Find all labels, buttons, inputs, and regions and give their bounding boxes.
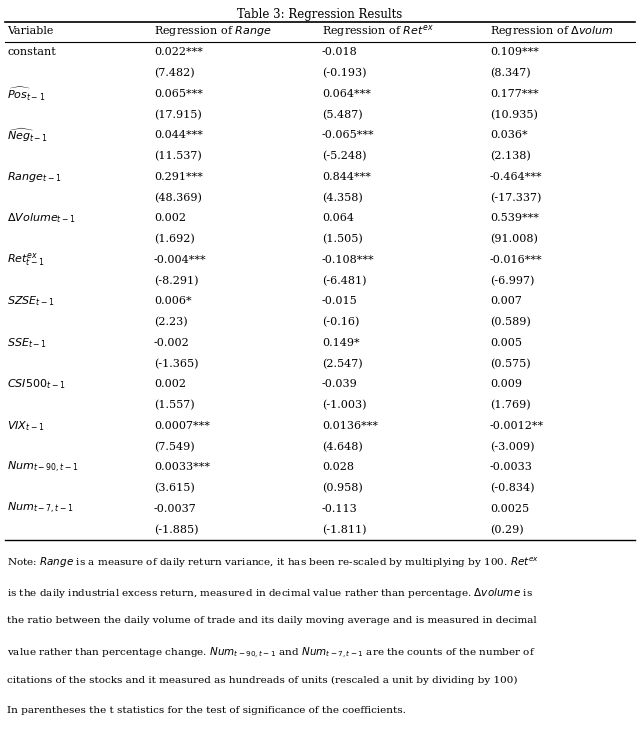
Text: (48.369): (48.369) — [154, 192, 202, 203]
Text: $\widehat{Neg}_{t-1}$: $\widehat{Neg}_{t-1}$ — [7, 127, 48, 145]
Text: 0.002: 0.002 — [154, 213, 186, 223]
Text: (0.575): (0.575) — [490, 359, 531, 369]
Text: (11.537): (11.537) — [154, 151, 202, 161]
Text: -0.0033: -0.0033 — [490, 462, 533, 473]
Text: (1.692): (1.692) — [154, 234, 195, 244]
Text: $\mathit{SSE}_{t-1}$: $\mathit{SSE}_{t-1}$ — [7, 336, 47, 350]
Text: (7.482): (7.482) — [154, 68, 195, 79]
Text: -0.004***: -0.004*** — [154, 255, 207, 265]
Text: 0.109***: 0.109*** — [490, 47, 539, 58]
Text: -0.015: -0.015 — [322, 297, 358, 306]
Text: constant: constant — [7, 47, 56, 58]
Text: (-0.193): (-0.193) — [322, 68, 367, 79]
Text: is the daily industrial excess return, measured in decimal value rather than per: is the daily industrial excess return, m… — [7, 586, 533, 600]
Text: Regression of $\Delta volum$: Regression of $\Delta volum$ — [490, 24, 614, 38]
Text: -0.0012**: -0.0012** — [490, 421, 544, 431]
Text: -0.0037: -0.0037 — [154, 504, 196, 514]
Text: 0.044***: 0.044*** — [154, 130, 203, 140]
Text: -0.065***: -0.065*** — [322, 130, 374, 140]
Text: (-1.003): (-1.003) — [322, 400, 367, 410]
Text: $\mathit{Ret}^{ex}_{t-1}$: $\mathit{Ret}^{ex}_{t-1}$ — [7, 252, 45, 268]
Text: 0.0136***: 0.0136*** — [322, 421, 378, 431]
Text: 0.036*: 0.036* — [490, 130, 527, 140]
Text: 0.065***: 0.065*** — [154, 89, 203, 99]
Text: 0.0007***: 0.0007*** — [154, 421, 210, 431]
Text: Note: $\mathit{Range}$ is a measure of daily return variance, it has been re-sca: Note: $\mathit{Range}$ is a measure of d… — [7, 556, 540, 571]
Text: (4.648): (4.648) — [322, 441, 363, 452]
Text: $\widehat{Pos}_{t-1}$: $\widehat{Pos}_{t-1}$ — [7, 85, 45, 103]
Text: Table 3: Regression Results: Table 3: Regression Results — [237, 8, 403, 21]
Text: (0.958): (0.958) — [322, 483, 363, 494]
Text: (1.557): (1.557) — [154, 400, 195, 410]
Text: -0.464***: -0.464*** — [490, 172, 543, 182]
Text: (-1.811): (-1.811) — [322, 524, 367, 535]
Text: In parentheses the t statistics for the test of significance of the coefficients: In parentheses the t statistics for the … — [7, 706, 406, 715]
Text: -0.018: -0.018 — [322, 47, 358, 58]
Text: -0.002: -0.002 — [154, 338, 189, 348]
Text: Variable: Variable — [7, 26, 53, 36]
Text: 0.291***: 0.291*** — [154, 172, 203, 182]
Text: 0.007: 0.007 — [490, 297, 522, 306]
Text: 0.844***: 0.844*** — [322, 172, 371, 182]
Text: Regression of $\mathit{Range}$: Regression of $\mathit{Range}$ — [154, 24, 272, 38]
Text: the ratio between the daily volume of trade and its daily moving average and is : the ratio between the daily volume of tr… — [7, 616, 537, 625]
Text: 0.064: 0.064 — [322, 213, 354, 223]
Text: (2.547): (2.547) — [322, 359, 363, 369]
Text: 0.009: 0.009 — [490, 380, 522, 389]
Text: (8.347): (8.347) — [490, 68, 531, 79]
Text: $\mathit{SZSE}_{t-1}$: $\mathit{SZSE}_{t-1}$ — [7, 294, 54, 309]
Text: (3.615): (3.615) — [154, 483, 195, 494]
Text: (1.769): (1.769) — [490, 400, 531, 410]
Text: $\mathit{VIX}_{t-1}$: $\mathit{VIX}_{t-1}$ — [7, 419, 44, 433]
Text: (4.358): (4.358) — [322, 192, 363, 203]
Text: (10.935): (10.935) — [490, 109, 538, 120]
Text: 0.002: 0.002 — [154, 380, 186, 389]
Text: 0.0025: 0.0025 — [490, 504, 529, 514]
Text: 0.005: 0.005 — [490, 338, 522, 348]
Text: 0.006*: 0.006* — [154, 297, 191, 306]
Text: -0.016***: -0.016*** — [490, 255, 543, 265]
Text: (-8.291): (-8.291) — [154, 276, 198, 286]
Text: 0.0033***: 0.0033*** — [154, 462, 210, 473]
Text: (2.23): (2.23) — [154, 317, 188, 327]
Text: -0.039: -0.039 — [322, 380, 358, 389]
Text: (-5.248): (-5.248) — [322, 151, 367, 161]
Text: 0.028: 0.028 — [322, 462, 354, 473]
Text: 0.177***: 0.177*** — [490, 89, 539, 99]
Text: (-6.997): (-6.997) — [490, 276, 534, 286]
Text: $\mathit{Num}_{t-90,t-1}$: $\mathit{Num}_{t-90,t-1}$ — [7, 460, 79, 475]
Text: -0.113: -0.113 — [322, 504, 358, 514]
Text: citations of the stocks and it measured as hundreads of units (rescaled a unit b: citations of the stocks and it measured … — [7, 676, 518, 685]
Text: 0.064***: 0.064*** — [322, 89, 371, 99]
Text: (-1.365): (-1.365) — [154, 359, 198, 369]
Text: $\Delta Volume_{t-1}$: $\Delta Volume_{t-1}$ — [7, 211, 76, 225]
Text: Regression of $\mathit{Ret}^{ex}$: Regression of $\mathit{Ret}^{ex}$ — [322, 23, 434, 39]
Text: 0.149*: 0.149* — [322, 338, 360, 348]
Text: (1.505): (1.505) — [322, 234, 363, 244]
Text: (-0.16): (-0.16) — [322, 317, 360, 327]
Text: (-3.009): (-3.009) — [490, 441, 534, 452]
Text: (91.008): (91.008) — [490, 234, 538, 244]
Text: 0.539***: 0.539*** — [490, 213, 539, 223]
Text: (7.549): (7.549) — [154, 441, 195, 452]
Text: $\mathit{Num}_{t-7,t-1}$: $\mathit{Num}_{t-7,t-1}$ — [7, 501, 74, 516]
Text: 0.022***: 0.022*** — [154, 47, 203, 58]
Text: (0.589): (0.589) — [490, 317, 531, 327]
Text: value rather than percentage change. $\mathit{Num}_{t-90,t-1}$ and $\mathit{Num}: value rather than percentage change. $\m… — [7, 646, 536, 661]
Text: (2.138): (2.138) — [490, 151, 531, 161]
Text: (-1.885): (-1.885) — [154, 524, 198, 535]
Text: (0.29): (0.29) — [490, 524, 524, 535]
Text: $\mathit{CSI500}_{t-1}$: $\mathit{CSI500}_{t-1}$ — [7, 377, 65, 391]
Text: (5.487): (5.487) — [322, 109, 363, 120]
Text: (17.915): (17.915) — [154, 109, 202, 120]
Text: (-17.337): (-17.337) — [490, 192, 541, 203]
Text: (-0.834): (-0.834) — [490, 483, 534, 494]
Text: -0.108***: -0.108*** — [322, 255, 374, 265]
Text: (-6.481): (-6.481) — [322, 276, 367, 286]
Text: $\mathit{Range}_{t-1}$: $\mathit{Range}_{t-1}$ — [7, 170, 61, 184]
